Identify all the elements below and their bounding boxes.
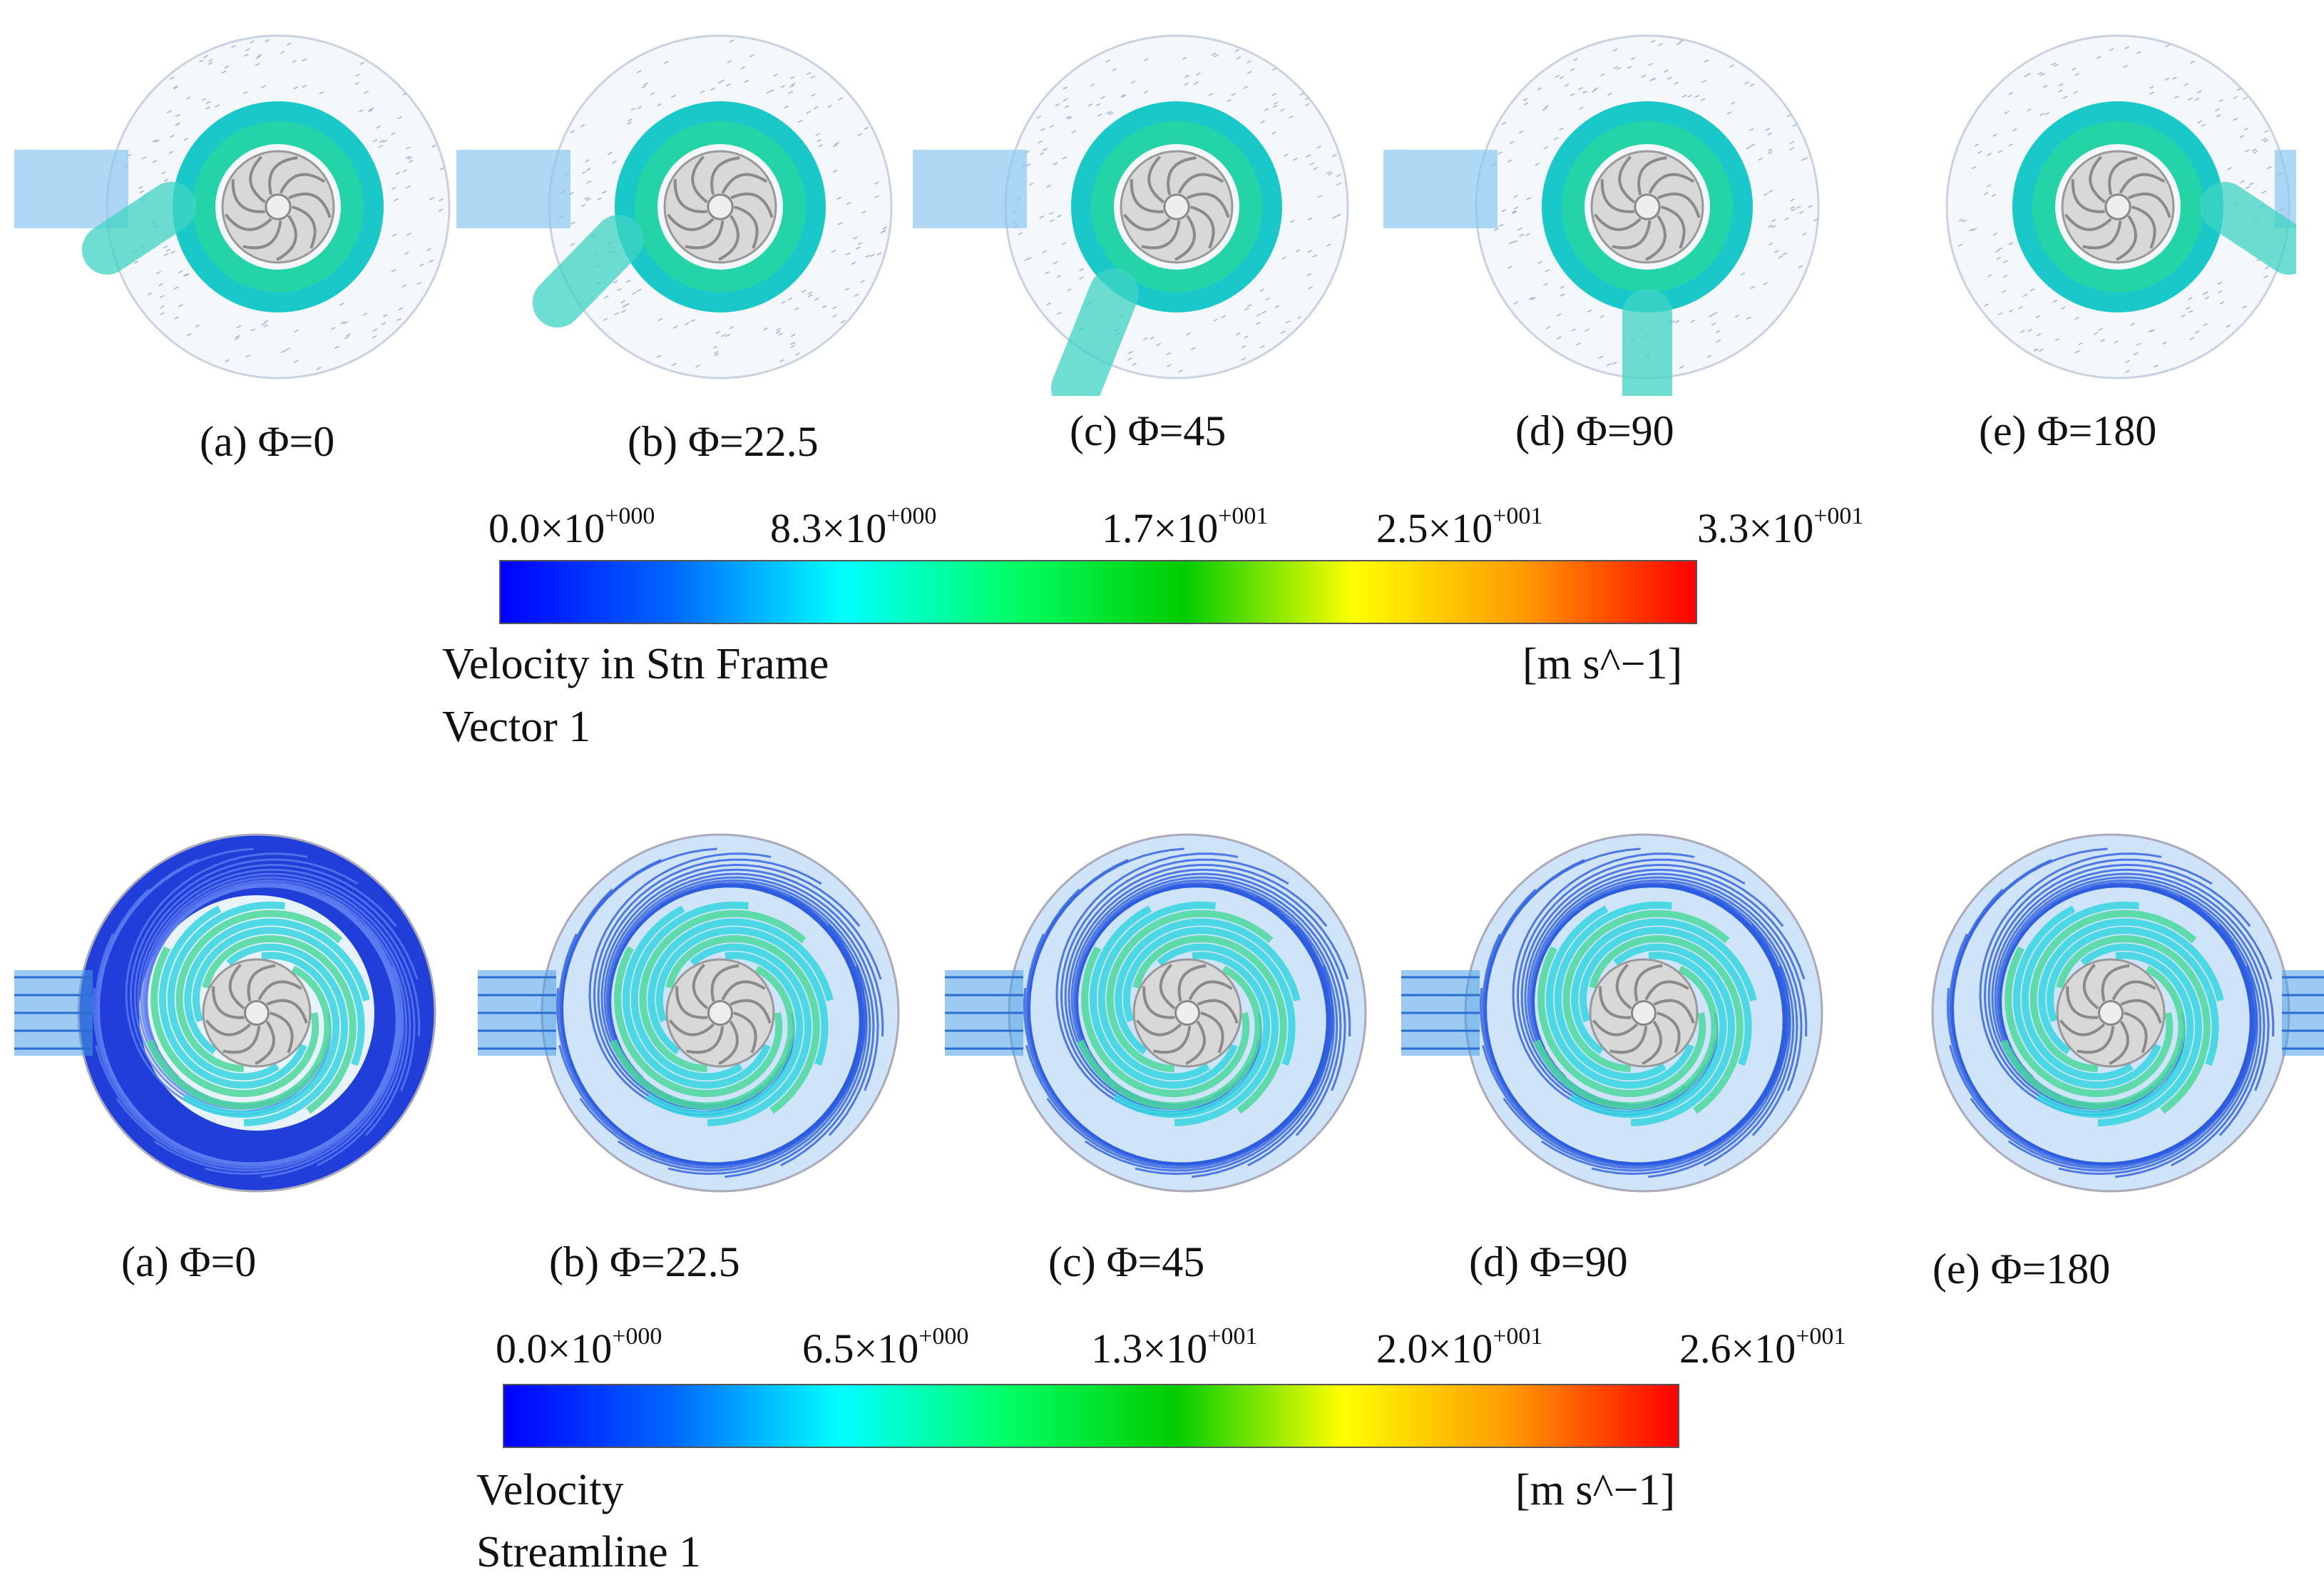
- vector-colorbar-tick-1: 8.3×10+000: [770, 503, 936, 552]
- streamline-colorbar-tick-1: 6.5×10+000: [802, 1323, 968, 1372]
- vector-colorbar-tick-4: 3.3×10+001: [1697, 503, 1863, 552]
- vector-colorbar-tick-0: 0.0×10+000: [488, 503, 655, 552]
- streamline-caption-a: (a) Φ=0: [121, 1238, 256, 1287]
- streamline-colorbar-tick-2: 1.3×10+001: [1091, 1323, 1257, 1372]
- vector-caption-c: (c) Φ=45: [1070, 407, 1226, 456]
- streamline-panel-a: [14, 820, 471, 1206]
- streamline-caption-b: (b) Φ=22.5: [549, 1238, 740, 1287]
- vector-panel-a: [14, 11, 456, 396]
- vector-panel-d: [1383, 11, 1826, 396]
- vector-caption-b: (b) Φ=22.5: [628, 417, 819, 467]
- vector-panel-e: [1854, 11, 2296, 396]
- vector-colorbar: [499, 560, 1697, 624]
- vector-caption-d: (d) Φ=90: [1515, 407, 1674, 456]
- streamline-caption-c: (c) Φ=45: [1048, 1238, 1204, 1287]
- streamline-colorbar-object: Streamline 1: [476, 1530, 701, 1574]
- vector-panel-b: [456, 11, 899, 396]
- vector-colorbar-variable: Velocity in Stn Frame: [442, 642, 829, 686]
- vector-caption-a: (a) Φ=0: [200, 417, 334, 467]
- vector-colorbar-object: Vector 1: [442, 705, 590, 749]
- vector-colorbar-units: [m s^−1]: [1522, 642, 1682, 686]
- streamline-colorbar-tick-4: 2.6×10+001: [1679, 1323, 1846, 1372]
- streamline-caption-d: (d) Φ=90: [1469, 1238, 1628, 1287]
- streamline-panel-c: [945, 820, 1401, 1206]
- vector-panel-c: [913, 11, 1355, 396]
- streamline-panel-b: [478, 820, 934, 1206]
- streamline-colorbar-tick-0: 0.0×10+000: [496, 1323, 662, 1372]
- streamline-colorbar-units: [m s^−1]: [1515, 1468, 1675, 1512]
- streamline-colorbar-variable: Velocity: [476, 1468, 624, 1512]
- vector-colorbar-tick-2: 1.7×10+001: [1102, 503, 1268, 552]
- streamline-panel-d: [1401, 820, 1858, 1206]
- vector-colorbar-tick-3: 2.5×10+001: [1376, 503, 1542, 552]
- vector-caption-e: (e) Φ=180: [1979, 407, 2156, 456]
- streamline-colorbar-tick-3: 2.0×10+001: [1376, 1323, 1542, 1372]
- streamline-colorbar: [503, 1384, 1679, 1448]
- streamline-panel-e: [1868, 820, 2324, 1206]
- streamline-caption-e: (e) Φ=180: [1933, 1245, 2110, 1294]
